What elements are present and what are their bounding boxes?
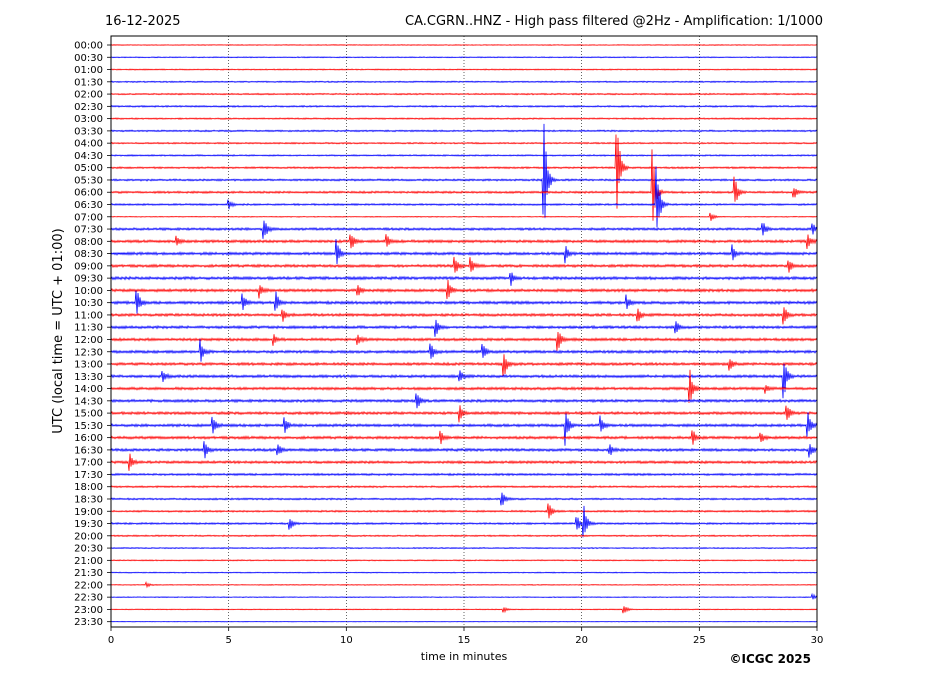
trace-row-2000 — [110, 534, 818, 538]
trace-row-0430 — [110, 153, 818, 157]
trace-row-1230 — [110, 339, 818, 362]
plot-frame — [110, 35, 818, 628]
trace-row-1330 — [110, 363, 818, 399]
row-label: 23:00 — [74, 605, 103, 616]
row-label: 02:00 — [74, 90, 103, 101]
trace-row-0330 — [110, 129, 818, 133]
row-label: 01:30 — [74, 77, 103, 88]
trace-row-0930 — [110, 272, 818, 286]
trace-row-0500 — [110, 134, 818, 209]
row-label: 07:00 — [74, 212, 103, 223]
row-label: 16:30 — [74, 445, 103, 456]
chart-date: 16-12-2025 — [105, 14, 181, 29]
row-label: 09:30 — [74, 274, 103, 285]
row-label: 08:30 — [74, 249, 103, 260]
row-label: 12:00 — [74, 335, 103, 346]
row-label: 02:30 — [74, 102, 103, 113]
row-label: 13:00 — [74, 360, 103, 371]
row-label: 05:30 — [74, 175, 103, 186]
x-tick-label: 15 — [458, 635, 471, 646]
row-label: 09:00 — [74, 261, 103, 272]
trace-row-2100 — [110, 559, 818, 562]
row-label: 03:30 — [74, 126, 103, 137]
row-label: 21:00 — [74, 556, 103, 567]
x-tick-label: 0 — [108, 635, 114, 646]
row-label: 11:30 — [74, 323, 103, 334]
x-tick-label: 30 — [811, 635, 824, 646]
row-label: 14:30 — [74, 396, 103, 407]
row-label: 17:00 — [74, 458, 103, 469]
row-label: 13:30 — [74, 372, 103, 383]
x-tick-label: 10 — [340, 635, 353, 646]
y-axis-label: UTC (local time = UTC + 01:00) — [51, 228, 66, 433]
row-label: 11:00 — [74, 310, 103, 321]
row-label: 06:00 — [74, 188, 103, 199]
row-label: 04:00 — [74, 139, 103, 150]
row-label: 18:30 — [74, 494, 103, 505]
vertical-grid — [228, 36, 700, 627]
x-tick-label: 5 — [225, 635, 231, 646]
row-label: 16:00 — [74, 433, 103, 444]
trace-row-0400 — [110, 141, 818, 145]
trace-row-2030 — [110, 546, 818, 550]
row-label: 15:00 — [74, 409, 103, 420]
row-label: 20:30 — [74, 544, 103, 555]
row-label: 22:00 — [74, 580, 103, 591]
row-label: 07:30 — [74, 225, 103, 236]
trace-row-2130 — [110, 571, 818, 574]
row-label: 19:30 — [74, 519, 103, 530]
x-tick-label: 25 — [693, 635, 706, 646]
row-label: 22:30 — [74, 593, 103, 604]
row-label: 14:00 — [74, 384, 103, 395]
x-ticks: 0 5 10 15 20 25 30 — [108, 627, 824, 646]
x-tick-label: 20 — [575, 635, 588, 646]
row-label: 15:30 — [74, 421, 103, 432]
row-label: 23:30 — [74, 617, 103, 628]
row-label: 20:00 — [74, 531, 103, 542]
row-label: 12:30 — [74, 347, 103, 358]
trace-row-1530 — [110, 412, 818, 446]
row-label: 00:00 — [74, 41, 103, 52]
row-label: 01:00 — [74, 65, 103, 76]
row-label: 05:00 — [74, 163, 103, 174]
row-label: 00:30 — [74, 53, 103, 64]
row-label: 18:00 — [74, 482, 103, 493]
trace-row-1500 — [110, 405, 818, 423]
x-axis-label: time in minutes — [421, 650, 508, 663]
row-label: 21:30 — [74, 568, 103, 579]
chart-title: CA.CGRN..HNZ - High pass filtered @2Hz -… — [405, 14, 823, 29]
trace-row-1000 — [110, 279, 818, 300]
copyright-text: ©ICGC 2025 — [729, 652, 811, 666]
row-label: 08:00 — [74, 237, 103, 248]
row-label: 04:30 — [74, 151, 103, 162]
row-label: 17:30 — [74, 470, 103, 481]
trace-row-0300 — [110, 117, 818, 121]
row-label: 06:30 — [74, 200, 103, 211]
row-label: 03:00 — [74, 114, 103, 125]
row-label: 19:00 — [74, 507, 103, 518]
row-label: 10:00 — [74, 286, 103, 297]
row-label: 10:30 — [74, 298, 103, 309]
